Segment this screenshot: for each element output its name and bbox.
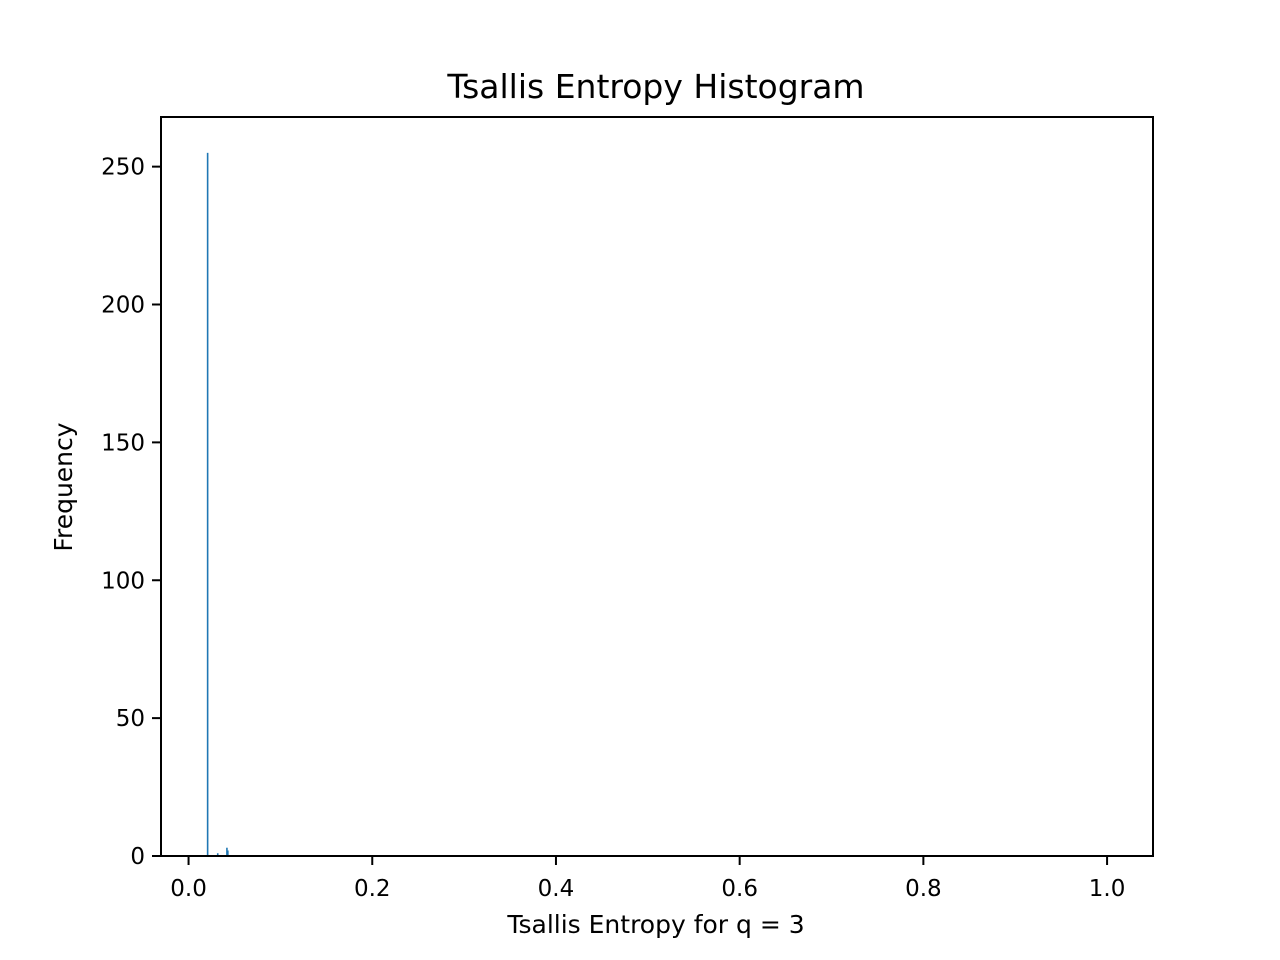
x-tick-label: 1.0 [1089,876,1126,902]
x-axis-ticks: 0.0 0.2 0.4 0.6 0.8 1.0 [170,856,1125,902]
y-tick-label: 0 [130,844,145,870]
histogram-bar-3 [227,850,229,856]
y-axis-ticks: 0 50 100 150 200 250 [101,155,161,870]
x-tick-label: 0.8 [905,876,942,902]
histogram-bar-0 [206,152,209,856]
plot-frame [160,116,1154,857]
y-tick-label: 150 [101,430,145,456]
x-axis-label: Tsallis Entropy for q = 3 [506,910,804,939]
y-tick-label: 50 [116,706,145,732]
y-tick-label: 200 [101,293,145,319]
y-tick-label: 100 [101,568,145,594]
x-tick-label: 0.2 [354,876,391,902]
x-tick-label: 0.4 [538,876,575,902]
y-axis-label: Frequency [49,422,78,551]
histogram-bars [206,152,229,856]
x-tick-label: 0.0 [170,876,207,902]
histogram-bar-1 [216,853,219,856]
y-tick-label: 250 [101,155,145,181]
x-tick-label: 0.6 [721,876,758,902]
histogram-bar-2 [226,847,228,856]
chart-title: Tsallis Entropy Histogram [446,67,864,106]
